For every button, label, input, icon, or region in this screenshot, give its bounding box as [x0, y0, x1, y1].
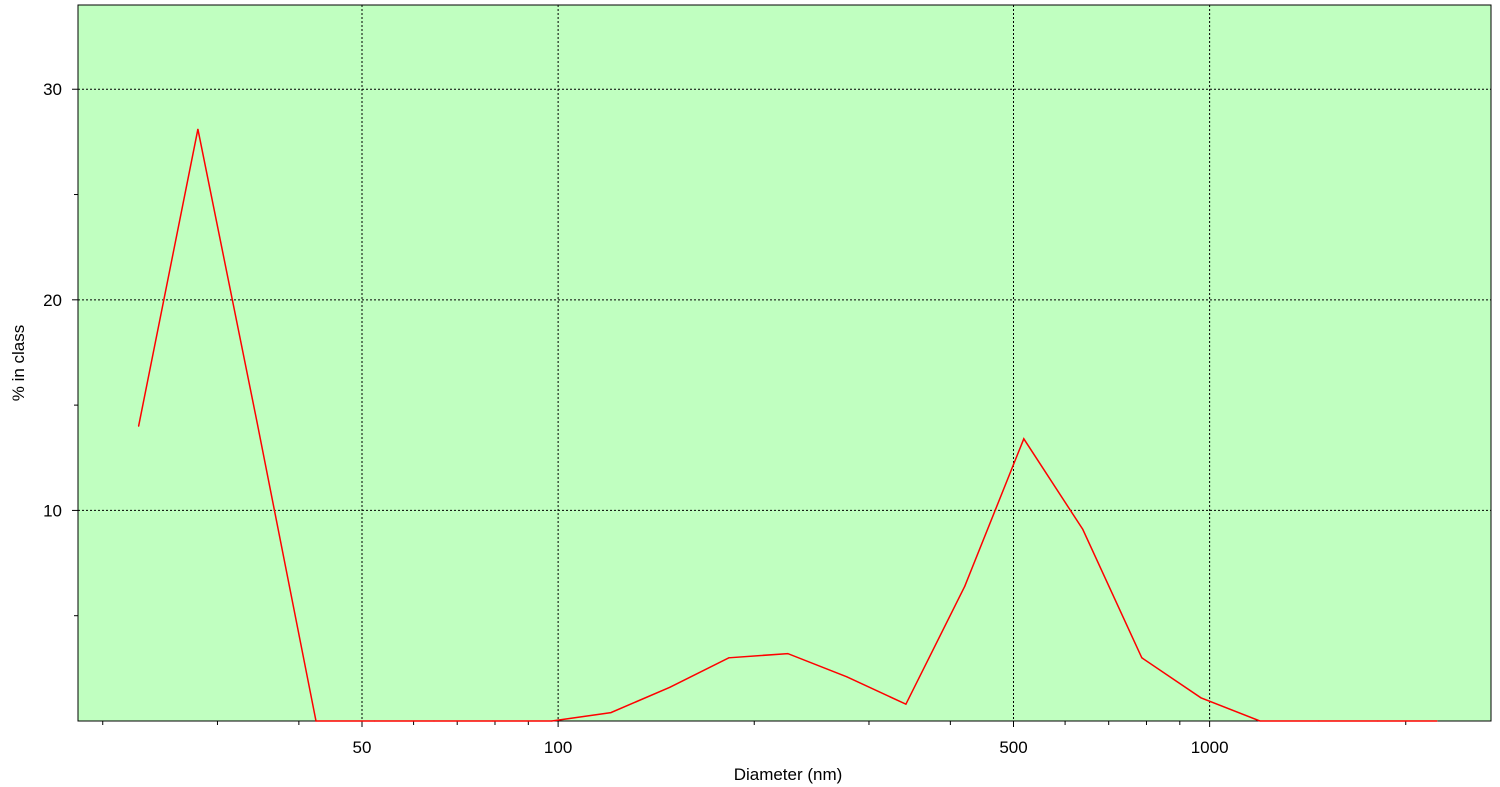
data-point [1436, 720, 1438, 722]
data-point [610, 712, 612, 714]
x-tick-label: 500 [999, 738, 1027, 757]
y-tick-labels: 10 20 30 [43, 80, 62, 520]
grid-lines [78, 5, 1491, 721]
data-point [433, 720, 435, 722]
data-point [492, 720, 494, 722]
data-point [256, 421, 258, 423]
data-point [728, 657, 730, 659]
x-tick-label: 100 [544, 738, 572, 757]
x-tick-label: 50 [353, 738, 372, 757]
data-point [1259, 720, 1261, 722]
data-point [964, 585, 966, 587]
data-point [315, 720, 317, 722]
data-point [1082, 528, 1084, 531]
y-tick-label: 10 [43, 501, 62, 520]
data-point [197, 128, 199, 130]
data-point [1318, 720, 1320, 722]
data-point [846, 676, 848, 678]
x-axis-title: Diameter (nm) [734, 765, 843, 784]
data-point [787, 653, 789, 655]
x-tick-labels: 50 100 500 1000 [353, 738, 1229, 757]
data-point [138, 425, 140, 427]
plot-area [77, 4, 1492, 722]
y-tick-label: 30 [43, 80, 62, 99]
data-point [1023, 438, 1025, 440]
data-point [1200, 697, 1202, 699]
data-point [1141, 657, 1143, 659]
data-point [1377, 720, 1379, 722]
y-axis-title: % in class [9, 325, 28, 402]
data-point [551, 720, 553, 722]
x-tick-label: 1000 [1191, 738, 1229, 757]
y-tick-label: 20 [43, 291, 62, 310]
data-point [905, 703, 907, 705]
data-point [374, 720, 376, 722]
series-layer [137, 128, 1438, 722]
data-point [669, 686, 671, 688]
